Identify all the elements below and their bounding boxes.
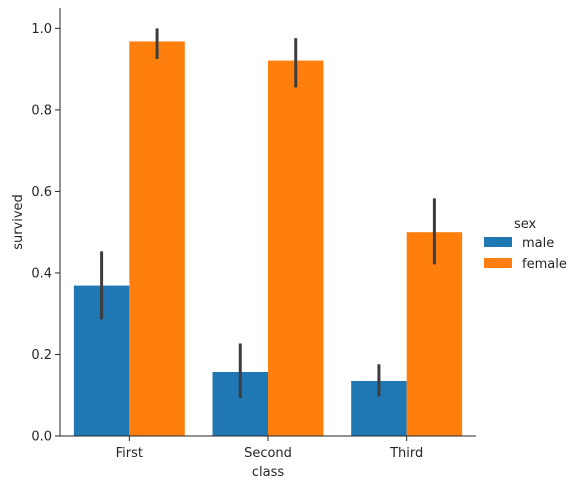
x-tick-label: Second: [244, 446, 292, 461]
bars-layer: [73, 41, 463, 436]
y-tick-label: 0.4: [31, 266, 52, 281]
bar-female-first: [129, 41, 185, 436]
x-ticks: First Second Third: [116, 436, 423, 461]
legend-swatch-female: [484, 258, 512, 268]
y-tick-label: 0.8: [31, 103, 52, 118]
x-tick-label: Third: [389, 446, 423, 461]
bar-female-third: [406, 232, 463, 436]
legend-label-male: male: [522, 236, 554, 251]
x-axis-label: class: [252, 465, 284, 480]
y-ticks: 0.0 0.2 0.4 0.6 0.8 1.0: [31, 22, 60, 445]
y-tick-label: 1.0: [31, 22, 52, 37]
legend-title: sex: [514, 217, 537, 232]
y-tick-label: 0.6: [31, 185, 52, 200]
legend-swatch-male: [484, 237, 512, 247]
x-tick-label: First: [116, 446, 143, 461]
legend-label-female: female: [522, 257, 567, 272]
error-bars-layer: [100, 28, 436, 399]
legend: sex male female: [484, 217, 567, 272]
y-tick-label: 0.2: [31, 348, 52, 363]
bar-female-second: [268, 60, 324, 436]
y-axis-label: survived: [11, 194, 26, 250]
y-tick-label: 0.0: [31, 430, 52, 445]
